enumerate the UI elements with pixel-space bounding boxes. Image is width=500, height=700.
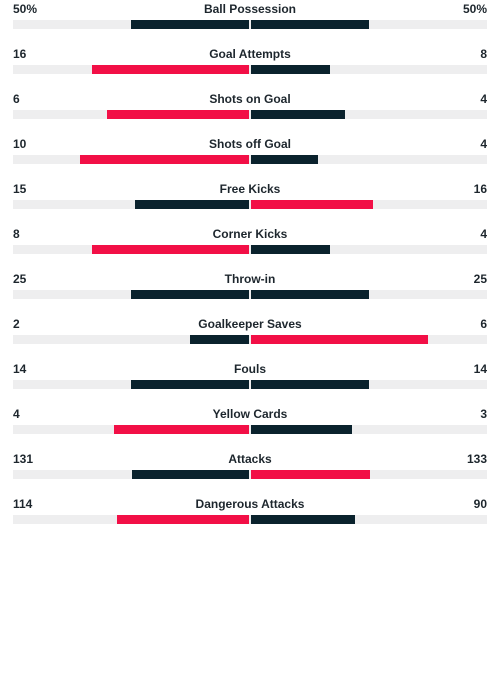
stat-row-free-kicks: 15 Free Kicks 16 [13, 180, 487, 225]
stat-bar-track [13, 515, 487, 524]
away-value: 8 [480, 47, 487, 61]
stat-label: Ball Possession [203, 2, 297, 16]
away-value: 3 [480, 407, 487, 421]
away-value: 4 [480, 227, 487, 241]
stat-label: Corner Kicks [212, 227, 288, 241]
home-bar [131, 20, 249, 29]
away-bar [251, 515, 356, 524]
home-value: 6 [13, 92, 20, 106]
away-value: 90 [473, 497, 487, 511]
away-bar [251, 380, 369, 389]
stat-row-ball-possession: 50% Ball Possession 50% [13, 0, 487, 45]
home-bar [91, 65, 249, 74]
stat-row-attacks: 131 Attacks 133 [13, 450, 487, 495]
away-bar [251, 425, 353, 434]
stat-bar-track [13, 155, 487, 164]
stat-row-dangerous-attacks: 114 Dangerous Attacks 90 [13, 495, 487, 540]
home-value: 8 [13, 227, 20, 241]
stat-bar-track [13, 65, 487, 74]
stat-row-corner-kicks: 8 Corner Kicks 4 [13, 225, 487, 270]
away-bar [251, 335, 428, 344]
home-bar [114, 425, 249, 434]
stat-bar-track [13, 425, 487, 434]
home-value: 50% [13, 2, 38, 16]
away-value: 4 [480, 137, 487, 151]
home-bar [131, 470, 249, 479]
home-value: 131 [13, 452, 34, 466]
away-bar [251, 200, 373, 209]
stat-label: Shots off Goal [209, 137, 291, 151]
stat-bar-track [13, 470, 487, 479]
stat-row-goalkeeper-saves: 2 Goalkeeper Saves 6 [13, 315, 487, 360]
home-value: 2 [13, 317, 20, 331]
away-value: 133 [466, 452, 487, 466]
home-bar [91, 245, 249, 254]
stat-row-fouls: 14 Fouls 14 [13, 360, 487, 405]
away-bar [251, 110, 346, 119]
home-value: 114 [13, 497, 33, 511]
away-value: 14 [473, 362, 487, 376]
away-bar [251, 470, 370, 479]
away-value: 4 [480, 92, 487, 106]
stat-label: Shots on Goal [209, 92, 291, 106]
away-value: 6 [480, 317, 487, 331]
stat-row-shots-off-goal: 10 Shots off Goal 4 [13, 135, 487, 180]
stat-bar-track [13, 20, 487, 29]
home-bar [117, 515, 249, 524]
stat-label: Attacks [228, 452, 272, 466]
away-value: 16 [473, 182, 487, 196]
away-bar [251, 155, 319, 164]
match-stats-list: 50% Ball Possession 50% 16 Goal Attempts… [13, 0, 487, 540]
stat-bar-track [13, 380, 487, 389]
stat-row-shots-on-goal: 6 Shots on Goal 4 [13, 90, 487, 135]
away-bar [251, 290, 369, 299]
home-value: 4 [13, 407, 20, 421]
stat-bar-track [13, 200, 487, 209]
stat-row-yellow-cards: 4 Yellow Cards 3 [13, 405, 487, 450]
stat-label: Throw-in [224, 272, 276, 286]
stat-row-goal-attempts: 16 Goal Attempts 8 [13, 45, 487, 90]
stat-bar-track [13, 335, 487, 344]
home-bar [190, 335, 249, 344]
stat-bar-track [13, 110, 487, 119]
home-value: 25 [13, 272, 27, 286]
home-bar [134, 200, 249, 209]
away-value: 25 [473, 272, 487, 286]
stat-label: Dangerous Attacks [195, 497, 305, 511]
home-value: 15 [13, 182, 27, 196]
stat-label: Fouls [234, 362, 266, 376]
stat-bar-track [13, 245, 487, 254]
home-value: 16 [13, 47, 27, 61]
away-bar [251, 245, 330, 254]
home-value: 14 [13, 362, 27, 376]
home-bar [107, 110, 249, 119]
home-bar [131, 380, 249, 389]
home-bar [131, 290, 249, 299]
stat-label: Goalkeeper Saves [198, 317, 302, 331]
away-bar [251, 20, 369, 29]
away-value: 50% [462, 2, 487, 16]
home-value: 10 [13, 137, 27, 151]
home-bar [80, 155, 249, 164]
stat-bar-track [13, 290, 487, 299]
stat-label: Goal Attempts [209, 47, 291, 61]
away-bar [251, 65, 330, 74]
stat-row-throw-in: 25 Throw-in 25 [13, 270, 487, 315]
stat-label: Free Kicks [219, 182, 281, 196]
stat-label: Yellow Cards [212, 407, 288, 421]
